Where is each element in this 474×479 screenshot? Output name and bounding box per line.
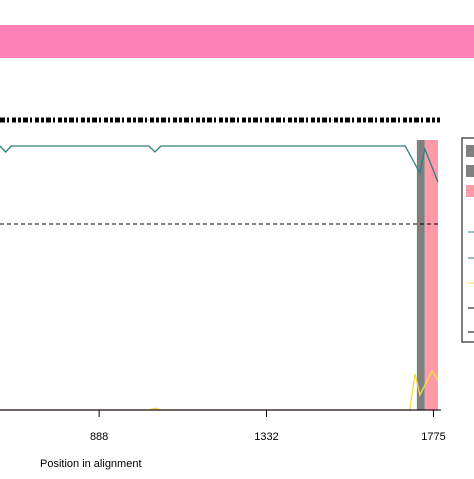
region bbox=[424, 140, 438, 410]
x-axis-title: Position in alignment bbox=[40, 458, 142, 470]
legend-swatch bbox=[466, 165, 474, 177]
plot-area bbox=[0, 140, 441, 411]
series-line bbox=[0, 369, 439, 411]
legend-swatch bbox=[466, 145, 474, 157]
header-bar bbox=[0, 25, 474, 58]
series-line bbox=[0, 145, 439, 183]
region bbox=[416, 140, 425, 410]
x-tick-label: 1332 bbox=[254, 431, 278, 443]
legend-swatch bbox=[466, 185, 474, 197]
x-tick-label: 1775 bbox=[421, 431, 445, 443]
x-tick-label: 888 bbox=[90, 431, 108, 443]
